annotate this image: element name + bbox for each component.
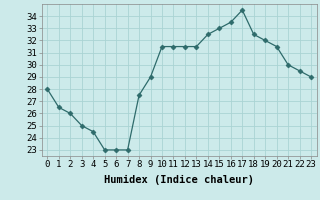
X-axis label: Humidex (Indice chaleur): Humidex (Indice chaleur) xyxy=(104,175,254,185)
